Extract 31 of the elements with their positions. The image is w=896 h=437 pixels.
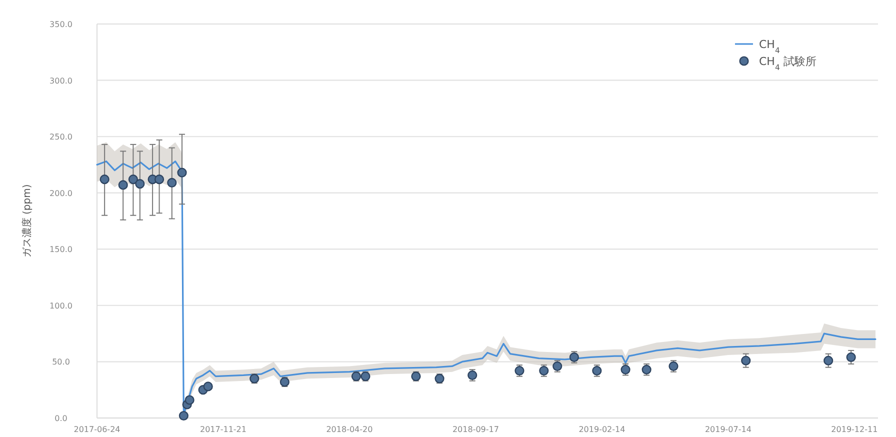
y-tick-label: 300.0 xyxy=(50,76,72,86)
point xyxy=(135,179,145,189)
point xyxy=(167,178,177,188)
y-tick-label: 250.0 xyxy=(50,132,72,142)
point xyxy=(118,180,128,190)
point xyxy=(846,352,856,362)
point xyxy=(178,410,188,421)
y-tick-label: 200.0 xyxy=(50,188,72,198)
point xyxy=(184,395,194,405)
point xyxy=(128,174,138,184)
x-tick-label: 2019-07-14 xyxy=(704,425,752,434)
y-tick-label: 0.0 xyxy=(54,414,68,423)
point xyxy=(203,382,213,392)
x-tick-label: 2019-12-11 xyxy=(831,425,878,434)
x-tick-label: 2017-06-24 xyxy=(74,425,120,434)
y-axis-title: ガス濃度 (ppm) xyxy=(21,184,33,258)
y-tick-label: 350.0 xyxy=(50,20,72,29)
y-tick-label: 100.0 xyxy=(50,301,72,310)
x-tick-label: 2018-04-20 xyxy=(326,425,373,434)
y-tick-label: 50.0 xyxy=(52,358,70,367)
legend-label: CH$_{4}$ xyxy=(759,38,780,54)
y-tick-label: 150.0 xyxy=(50,245,72,254)
x-tick-label: 2018-09-17 xyxy=(452,425,499,434)
point xyxy=(741,356,751,366)
point xyxy=(100,174,110,184)
point xyxy=(824,356,834,366)
x-tick-label: 2019-02-14 xyxy=(578,425,626,434)
legend-label: CH$_{4}$ 試験所 xyxy=(759,55,816,72)
x-tick-label: 2017-11-21 xyxy=(200,425,246,434)
point xyxy=(177,168,187,178)
point xyxy=(154,174,164,184)
